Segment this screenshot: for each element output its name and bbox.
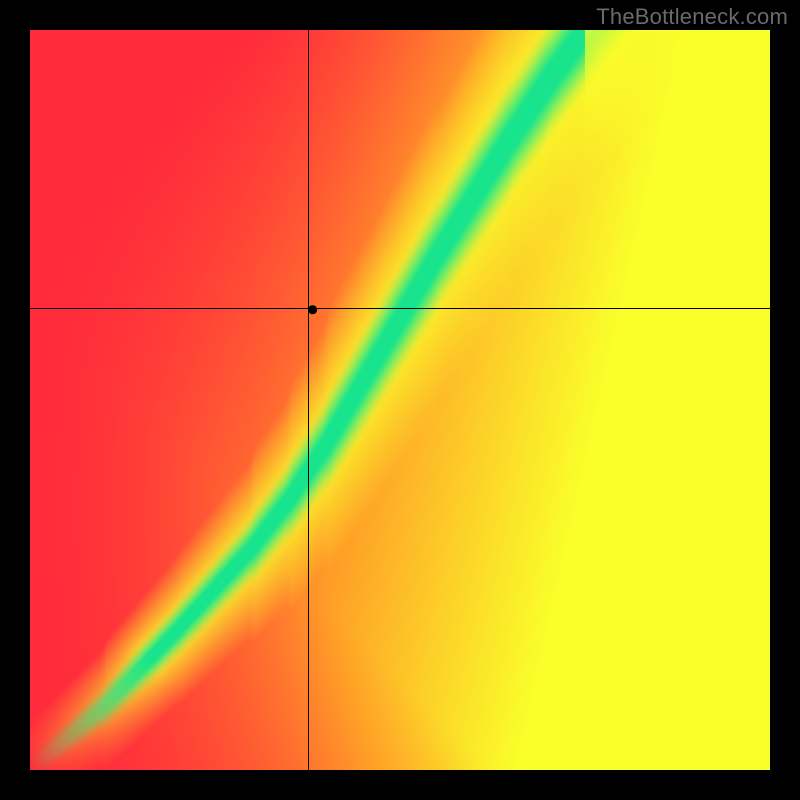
watermark-text: TheBottleneck.com <box>596 4 788 30</box>
heatmap-canvas <box>30 30 770 770</box>
chart-container: TheBottleneck.com <box>0 0 800 800</box>
bottleneck-heatmap <box>30 30 770 770</box>
